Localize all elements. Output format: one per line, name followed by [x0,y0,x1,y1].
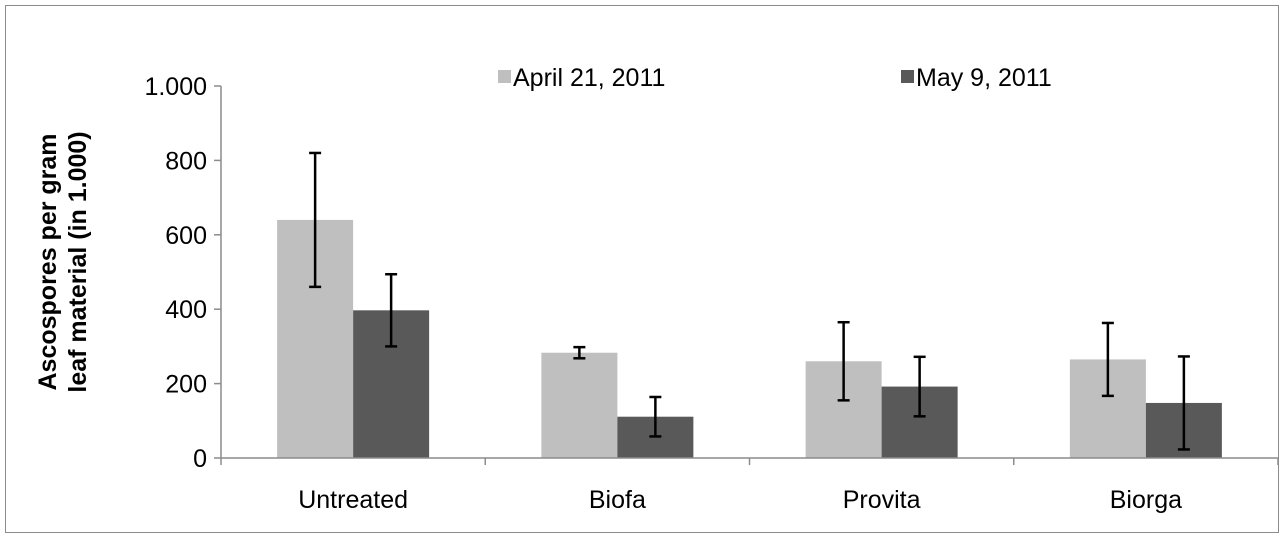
y-axis-title-line-2: leaf material (in 1.000) [64,131,92,392]
legend: April 21, 2011 May 9, 2011 [498,64,1052,92]
bar [541,352,618,458]
y-axis-title: Ascospores per gram leaf material (in 1.… [34,131,92,392]
legend-swatch [498,70,511,83]
bar-series [277,219,1222,458]
legend-label: April 21, 2011 [513,64,665,92]
y-axis: 0 200 400 600 800 1.000 [144,73,222,473]
y-tick-label: 800 [165,147,207,175]
error-bars [309,151,1190,451]
legend-label: May 9, 2011 [916,64,1052,92]
y-axis-title-line-1: Ascospores per gram [34,133,62,390]
y-tick-label: 0 [193,445,207,473]
x-tick-label: Biorga [1110,486,1182,514]
y-tick-label: 1.000 [144,73,207,101]
legend-swatch [901,70,914,83]
x-tick-label: Provita [843,486,921,514]
x-tick-label: Untreated [298,486,408,514]
y-tick-label: 400 [165,296,207,324]
y-tick-label: 200 [165,371,207,399]
y-tick-label: 600 [165,222,207,250]
x-axis: Untreated Biofa Provita Biorga [220,457,1279,514]
x-tick-label: Biofa [589,486,646,514]
